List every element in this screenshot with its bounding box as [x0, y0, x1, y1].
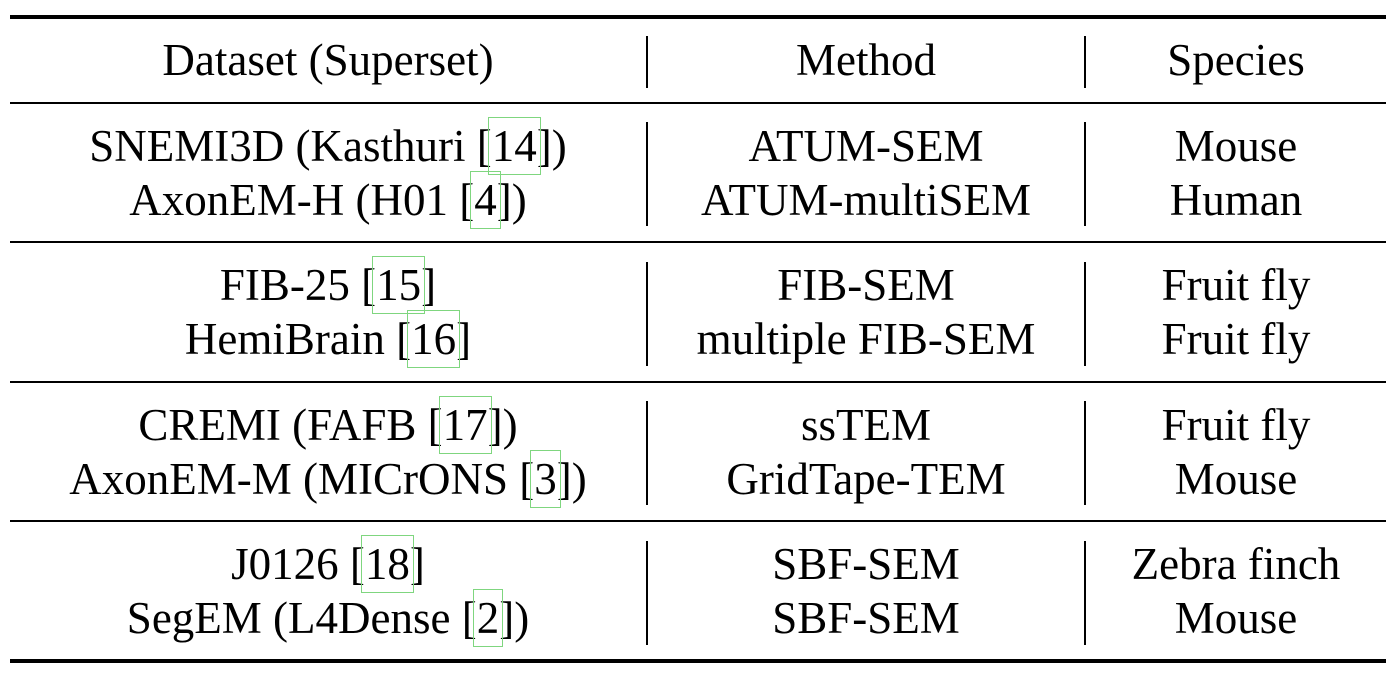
citation-link[interactable]: 4	[470, 171, 501, 229]
column-separator	[646, 36, 648, 88]
species-cell: Human	[1169, 175, 1303, 225]
species-cell: Fruit fly	[1161, 314, 1311, 364]
group-rule-2	[10, 381, 1386, 383]
citation-link[interactable]: 3	[530, 450, 561, 508]
dataset-table: Dataset (Superset) Method Species SNEMI3…	[10, 0, 1386, 680]
column-separator	[646, 262, 648, 366]
citation-link[interactable]: 2	[472, 589, 504, 647]
dataset-cell: AxonEM-H (H01 [4])	[129, 171, 527, 229]
citation-link[interactable]: 14	[487, 117, 541, 175]
species-cell: Fruit fly	[1161, 260, 1311, 310]
species-cell: Fruit fly	[1161, 400, 1311, 450]
group-rule-1	[10, 241, 1386, 243]
dataset-cell: SegEM (L4Dense [2])	[126, 589, 530, 647]
column-separator	[1084, 401, 1086, 505]
species-cell: Zebra finch	[1131, 539, 1341, 589]
column-separator	[1084, 36, 1086, 88]
dataset-cell: FIB-25 [15]	[219, 256, 437, 314]
column-separator	[1084, 262, 1086, 366]
method-cell: ssTEM	[800, 400, 931, 450]
column-separator	[646, 401, 648, 505]
dataset-cell: J0126 [18]	[231, 535, 425, 593]
bottom-rule	[10, 659, 1386, 663]
citation-link[interactable]: 15	[372, 256, 426, 314]
header-dataset: Dataset (Superset)	[162, 35, 494, 85]
species-cell: Mouse	[1174, 593, 1298, 643]
method-cell: GridTape-TEM	[726, 454, 1006, 504]
header-species: Species	[1167, 35, 1305, 85]
dataset-cell: SNEMI3D (Kasthuri [14])	[89, 117, 567, 175]
citation-link[interactable]: 18	[360, 535, 414, 593]
column-separator	[1084, 122, 1086, 226]
citation-link[interactable]: 17	[438, 396, 492, 454]
method-cell: ATUM-SEM	[748, 121, 984, 171]
method-cell: ATUM-multiSEM	[700, 175, 1032, 225]
top-rule	[10, 15, 1386, 19]
citation-link[interactable]: 16	[407, 310, 461, 368]
column-separator	[646, 541, 648, 645]
species-cell: Mouse	[1174, 454, 1298, 504]
header-method: Method	[796, 35, 936, 85]
header-rule	[10, 102, 1386, 104]
dataset-cell: CREMI (FAFB [17])	[138, 396, 518, 454]
column-separator	[646, 122, 648, 226]
method-cell: multiple FIB-SEM	[696, 314, 1036, 364]
column-separator	[1084, 541, 1086, 645]
method-cell: SBF-SEM	[772, 593, 960, 643]
method-cell: SBF-SEM	[772, 539, 960, 589]
species-cell: Mouse	[1174, 121, 1298, 171]
group-rule-3	[10, 520, 1386, 522]
dataset-cell: AxonEM-M (MICrONS [3])	[69, 450, 587, 508]
method-cell: FIB-SEM	[777, 260, 955, 310]
dataset-cell: HemiBrain [16]	[184, 310, 472, 368]
